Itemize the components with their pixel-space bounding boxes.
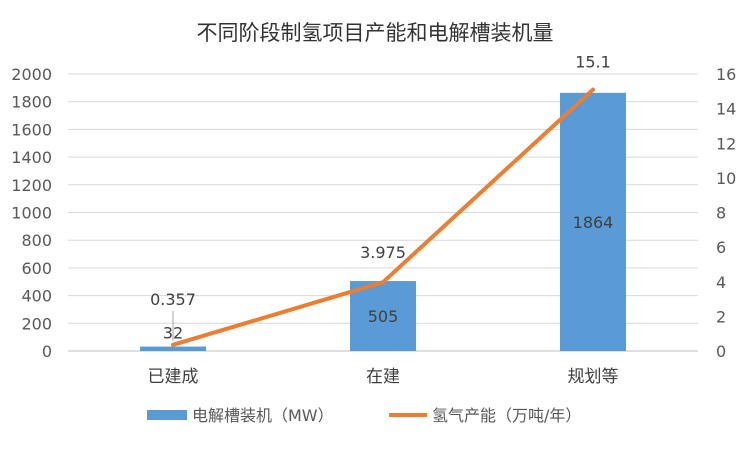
line-data-label: 0.357 [150,290,196,309]
category-label: 在建 [366,367,400,387]
bar [560,92,626,351]
left-tick-label: 0 [42,342,52,361]
bar-data-label: 505 [368,307,399,326]
right-tick-label: 2 [716,307,726,326]
left-tick-label: 600 [21,259,52,278]
legend: 电解槽装机（MW） 氢气产能（万吨/年） [147,406,581,425]
right-tick-label: 4 [716,273,726,292]
right-axis-ticks: 0 2 4 6 8 10 12 14 16 [716,65,736,361]
right-tick-label: 6 [716,238,726,257]
legend-line-label: 氢气产能（万吨/年） [432,406,581,425]
right-tick-label: 16 [716,65,736,84]
left-tick-label: 1400 [11,148,52,167]
category-labels: 已建成 在建 规划等 [148,367,619,387]
right-tick-label: 14 [716,100,736,119]
left-tick-label: 2000 [11,65,52,84]
line-series [171,87,595,347]
right-tick-label: 12 [716,134,736,153]
left-tick-label: 800 [21,231,52,250]
right-tick-label: 0 [716,342,726,361]
left-tick-label: 1000 [11,204,52,223]
left-tick-label: 400 [21,287,52,306]
left-tick-label: 1600 [11,120,52,139]
left-axis-ticks: 0 200 400 600 800 1000 1200 1400 1600 1800 2000 [11,65,52,361]
bar [350,281,416,351]
line-path [171,87,595,347]
right-tick-label: 10 [716,169,736,188]
category-label: 已建成 [148,367,199,387]
bar-data-label: 1864 [573,213,614,232]
line-data-label: 3.975 [360,243,406,262]
bar [140,346,206,351]
line-data-labels: 0.357 3.975 15.1 [150,53,611,341]
left-tick-label: 200 [21,314,52,333]
legend-bar-label: 电解槽装机（MW） [192,406,334,425]
bar-series [140,92,626,351]
right-tick-label: 8 [716,204,726,223]
legend-bar-swatch [147,410,187,420]
left-tick-label: 1800 [11,93,52,112]
line-data-label: 15.1 [575,53,611,72]
left-tick-label: 1200 [11,176,52,195]
chart-title: 不同阶段制氢项目产能和电解槽装机量 [197,21,554,45]
category-label: 规划等 [568,367,619,387]
